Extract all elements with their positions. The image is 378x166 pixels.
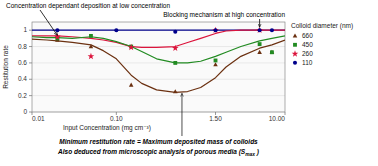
- data-point: [55, 28, 59, 32]
- footer-text-part: ): [255, 148, 259, 156]
- curve: [32, 36, 285, 63]
- data-point: [258, 28, 262, 32]
- data-point: [270, 50, 275, 54]
- legend-marker: [292, 50, 299, 56]
- y-tick: [29, 79, 32, 80]
- legend-label: 660: [302, 32, 313, 39]
- legend-marker: [293, 33, 298, 37]
- footer-arrow: [181, 93, 182, 136]
- x-tick-label: 0.01: [32, 115, 45, 122]
- grid-line: [32, 95, 285, 96]
- data-point: [128, 44, 135, 50]
- y-tick-label: 1: [23, 26, 27, 33]
- data-point: [89, 34, 93, 38]
- data-point: [270, 28, 274, 32]
- annotation-arrow: [40, 10, 57, 35]
- data-point: [258, 42, 262, 46]
- legend-title: Colloid diameter (nm): [291, 22, 353, 30]
- data-point: [173, 30, 177, 34]
- data-point: [270, 50, 274, 54]
- data-point: [214, 59, 218, 63]
- y-tick-label: 0.8: [18, 43, 27, 50]
- y-tick-label: 0: [23, 108, 27, 115]
- y-tick-label: 0.2: [18, 92, 27, 99]
- y-tick-label: 0.4: [18, 75, 27, 82]
- legend-marker: [293, 43, 297, 47]
- data-point: [88, 53, 95, 59]
- legend: Colloid diameter (nm) 660 450 260 110: [291, 22, 353, 66]
- data-point: [256, 27, 263, 33]
- footer-subscript: max: [245, 152, 255, 157]
- legend-marker: [293, 61, 297, 65]
- footer-text-part: Also deduced from microscopic analysis o…: [57, 148, 246, 156]
- footer-text: Also deduced from microscopic analysis o…: [57, 148, 259, 157]
- x-tick-label: 10.00: [269, 115, 286, 122]
- y-tick: [29, 62, 32, 63]
- y-tick-label: 0.6: [18, 59, 27, 66]
- annotation: Concentration dependant deposition at lo…: [6, 2, 170, 10]
- legend-label: 450: [302, 41, 313, 48]
- data-point: [173, 61, 177, 65]
- annotation-arrow: [259, 19, 260, 27]
- legend-label: 110: [302, 59, 313, 66]
- data-point: [172, 45, 179, 51]
- legend-label: 260: [302, 50, 313, 57]
- grid-line: [32, 79, 285, 80]
- data-layer: [32, 27, 285, 94]
- data-point: [129, 83, 134, 87]
- plot-frame: [32, 22, 285, 112]
- y-axis-label: Restitution rate: [2, 45, 9, 89]
- annotation: Blocking mechanism at high concentration: [163, 11, 285, 19]
- y-tick: [29, 46, 32, 47]
- data-point: [173, 89, 178, 93]
- y-tick: [29, 30, 32, 31]
- data-point: [213, 62, 218, 66]
- chart: 0 0.2 0.4 0.6 0.8 1 0.01 0.10 1.50 10.00 Restituti…: [0, 0, 378, 166]
- footer-text: Minimum restitution rate = Maximum depos…: [59, 138, 258, 146]
- x-tick-label: 0.10: [110, 115, 123, 122]
- y-tick: [29, 95, 32, 96]
- data-point: [114, 28, 118, 32]
- y-tick: [29, 112, 32, 113]
- data-point: [212, 27, 219, 33]
- curve: [32, 39, 285, 92]
- data-point: [89, 44, 94, 48]
- x-axis-label: Input Concentration (mg cm⁻³): [63, 124, 151, 132]
- data-point: [257, 50, 262, 54]
- data-point: [54, 33, 61, 39]
- data-point: [213, 28, 217, 32]
- plot-area: [32, 22, 285, 112]
- grid-line: [32, 62, 285, 63]
- x-tick-label: 1.50: [209, 115, 222, 122]
